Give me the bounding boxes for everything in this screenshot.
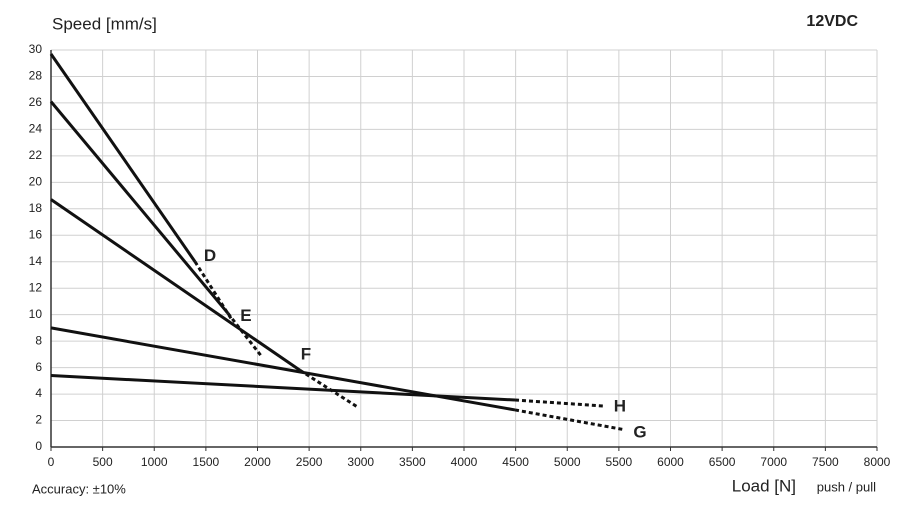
x-tick-label: 500 [93,455,113,469]
x-tick-label: 6500 [709,455,736,469]
y-tick-label: 14 [29,254,43,268]
y-tick-label: 0 [35,439,42,453]
series-label: D [204,246,216,265]
x-axis-label: Load [N] [732,476,796,495]
x-tick-label: 6000 [657,455,684,469]
series-label: F [301,345,311,364]
speed-line-extrapolated [514,398,603,408]
speed-line [49,53,197,263]
y-tick-label: 22 [29,148,43,162]
y-tick-label: 12 [29,280,43,294]
y-tick-label: 4 [35,386,42,400]
x-tick-label: 1500 [193,455,220,469]
y-tick-label: 6 [35,360,42,374]
series-label: E [240,306,251,325]
y-tick-label: 26 [29,95,43,109]
x-tick-label: 7000 [760,455,787,469]
x-tick-label: 2500 [296,455,323,469]
x-axis-note: push / pull [817,479,876,494]
x-tick-label: 4000 [451,455,478,469]
y-tick-label: 24 [29,122,43,136]
y-axis-label: Speed [mm/s] [52,14,157,33]
speed-line [50,198,301,372]
y-tick-label: 18 [29,201,43,215]
y-tick-label: 2 [35,413,42,427]
x-tick-label: 8000 [864,455,891,469]
accuracy-note: Accuracy: ±10% [32,481,126,496]
x-tick-label: 2000 [244,455,271,469]
x-tick-label: 4500 [502,455,529,469]
speed-line [50,374,516,402]
chart-title: 12VDC [806,13,858,30]
x-tick-label: 3000 [347,455,374,469]
series-label: G [633,422,646,441]
x-tick-label: 1000 [141,455,168,469]
speed-line [49,100,230,315]
y-tick-label: 16 [29,227,43,241]
x-tick-label: 7500 [812,455,839,469]
speed-line-extrapolated [299,368,359,409]
y-tick-label: 20 [29,175,43,189]
series-label: H [614,396,626,415]
speed-line-extrapolated [514,408,626,432]
y-tick-label: 10 [29,307,43,321]
speed-line-extrapolated [226,312,264,358]
x-tick-label: 5000 [554,455,581,469]
x-tick-label: 5500 [606,455,633,469]
x-tick-label: 3500 [399,455,426,469]
y-tick-label: 8 [35,333,42,347]
y-tick-label: 28 [29,69,43,83]
y-tick-label: 30 [29,42,43,56]
x-tick-label: 0 [48,455,55,469]
